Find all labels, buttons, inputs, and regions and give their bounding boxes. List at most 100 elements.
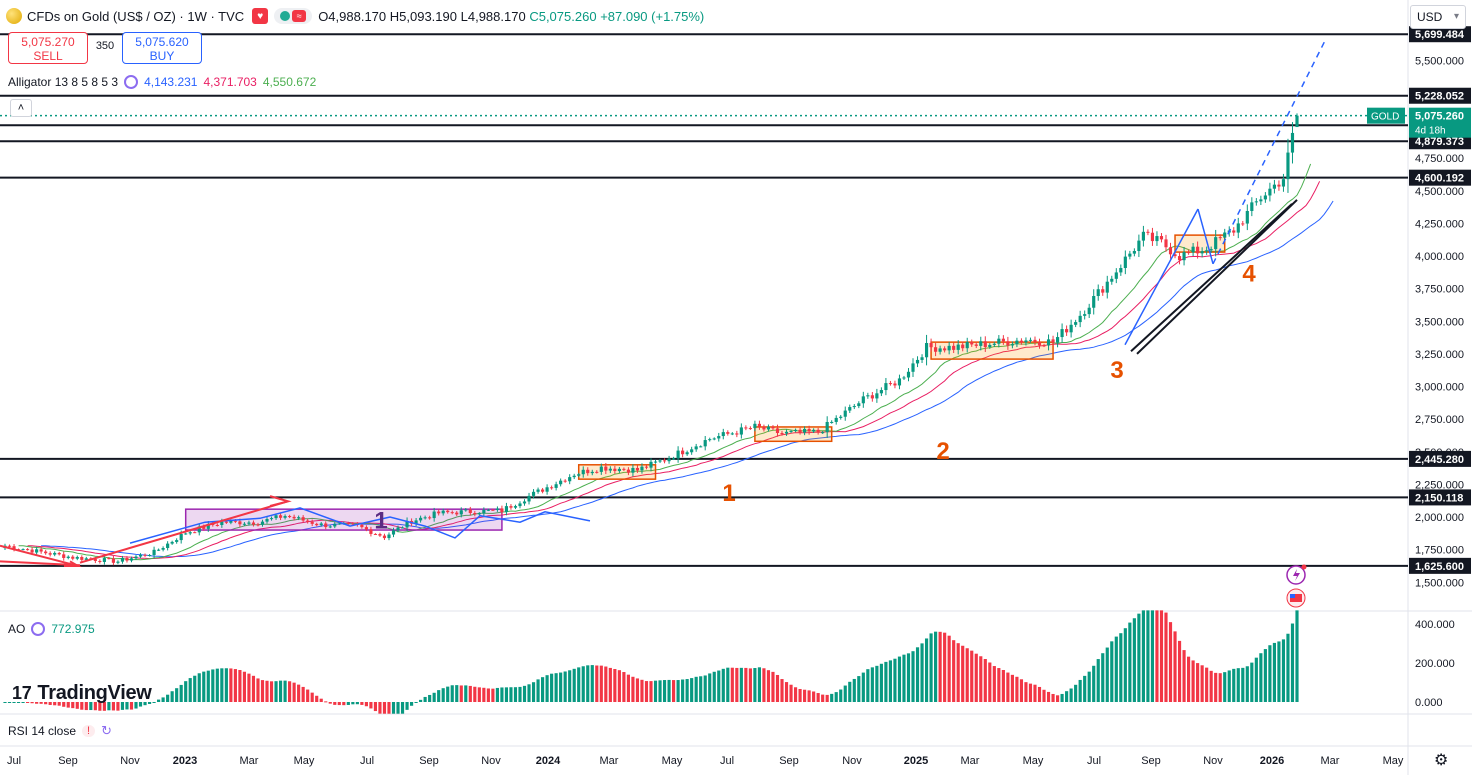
- ao-data-window-icon[interactable]: [31, 622, 46, 636]
- candle: [843, 406, 847, 421]
- candle: [902, 375, 906, 380]
- candle-body: [586, 469, 590, 474]
- candle-body: [446, 510, 450, 513]
- ao-bar: [423, 696, 427, 702]
- ao-bar: [897, 656, 902, 702]
- candle-body: [793, 429, 798, 431]
- alert-icon[interactable]: ♥: [252, 8, 269, 24]
- rsi-legend[interactable]: RSI 14 close ! ↻: [8, 723, 112, 739]
- candle: [857, 401, 861, 409]
- ao-bar: [89, 702, 93, 711]
- candle-body: [387, 534, 391, 539]
- candle: [531, 489, 536, 499]
- currency-select[interactable]: USD: [1410, 5, 1466, 29]
- ao-bar: [545, 675, 549, 702]
- ao-bar: [1037, 686, 1042, 702]
- candle-body: [369, 529, 373, 534]
- ao-bar: [7, 702, 12, 703]
- ao-bar: [35, 702, 39, 704]
- candle: [319, 521, 323, 527]
- ao-bar: [477, 687, 481, 702]
- alligator-legend[interactable]: Alligator 13 8 5 8 5 3 4,143.231 4,371.7…: [8, 75, 316, 89]
- candle-body: [920, 357, 924, 360]
- candle: [1150, 227, 1155, 246]
- ao-bar: [405, 702, 409, 710]
- candle-body: [938, 348, 942, 352]
- market-status[interactable]: ≈: [274, 8, 313, 24]
- ao-bar: [861, 672, 865, 702]
- ao-bar: [428, 694, 432, 702]
- candle-body: [346, 523, 350, 525]
- ao-bar: [780, 679, 784, 702]
- candle: [129, 556, 134, 563]
- candle: [753, 420, 757, 432]
- candle: [1060, 323, 1064, 343]
- ao-bar: [324, 701, 328, 703]
- ao-bar: [310, 692, 314, 702]
- time-tick-label: May: [1383, 755, 1404, 767]
- ao-bar: [640, 679, 644, 702]
- candle-body: [879, 390, 883, 394]
- candle: [631, 464, 635, 477]
- ao-bar: [400, 702, 405, 714]
- price-tick-label: 1,500.000: [1415, 577, 1464, 589]
- candle-body: [617, 468, 621, 472]
- candle: [44, 549, 48, 555]
- symbol-header: CFDs on Gold (US$ / OZ) · 1W · TVC ♥ ≈ O…: [6, 6, 704, 26]
- ao-legend[interactable]: AO 772.975: [8, 622, 95, 636]
- ao-bar: [391, 702, 396, 714]
- candle-body: [1290, 132, 1295, 153]
- ao-bar: [608, 667, 612, 702]
- symbol-title[interactable]: CFDs on Gold (US$ / OZ) · 1W · TVC: [27, 8, 245, 24]
- rsi-reload-icon[interactable]: ↻: [101, 723, 113, 738]
- ao-bar: [1191, 660, 1195, 702]
- ao-bar: [188, 678, 192, 702]
- collapse-legend-button[interactable]: ˄: [10, 99, 32, 117]
- ao-bar: [595, 665, 599, 702]
- candle: [644, 464, 649, 470]
- wave-label: 1: [722, 480, 735, 507]
- candle-body: [1241, 223, 1245, 225]
- candle-body: [193, 532, 197, 534]
- ao-bar: [1074, 684, 1078, 702]
- candle-body: [956, 344, 960, 350]
- candle-body: [952, 345, 956, 350]
- ao-bar: [748, 668, 752, 702]
- rsi-warning-icon[interactable]: !: [82, 725, 96, 737]
- data-window-icon[interactable]: [124, 75, 139, 89]
- ao-bar: [739, 667, 743, 702]
- candle: [911, 358, 915, 377]
- ao-bar: [170, 691, 174, 702]
- candle: [762, 424, 766, 432]
- candle-body: [1010, 344, 1014, 346]
- price-tick-label: 4,000.000: [1415, 251, 1464, 263]
- sell-button[interactable]: 5,075.270 SELL: [8, 32, 88, 64]
- time-tick-label: Jul: [7, 755, 21, 767]
- ao-bar: [735, 667, 739, 702]
- candle: [888, 380, 893, 386]
- candle: [1051, 335, 1055, 347]
- ao-bar: [129, 702, 134, 710]
- settings-gear-icon[interactable]: ⚙: [1434, 752, 1449, 769]
- candle-body: [147, 555, 152, 557]
- candle: [635, 465, 640, 473]
- candle-body: [30, 549, 34, 553]
- candle: [166, 541, 170, 551]
- ao-tick-label: 0.000: [1415, 697, 1443, 709]
- candle: [193, 531, 197, 534]
- candle: [288, 514, 292, 519]
- buy-price: 5,075.620: [135, 35, 189, 49]
- ao-bar: [107, 702, 111, 711]
- ao-bar: [952, 640, 956, 702]
- candle: [1024, 337, 1028, 346]
- candle-body: [676, 450, 680, 459]
- candle: [667, 455, 671, 464]
- ao-bar: [337, 702, 341, 706]
- ao-bar: [351, 702, 355, 705]
- ao-bar: [622, 672, 626, 702]
- ao-bar: [269, 681, 274, 702]
- candle-body: [970, 342, 974, 345]
- time-tick-label: Nov: [842, 755, 862, 767]
- buy-button[interactable]: 5,075.620 BUY: [122, 32, 202, 64]
